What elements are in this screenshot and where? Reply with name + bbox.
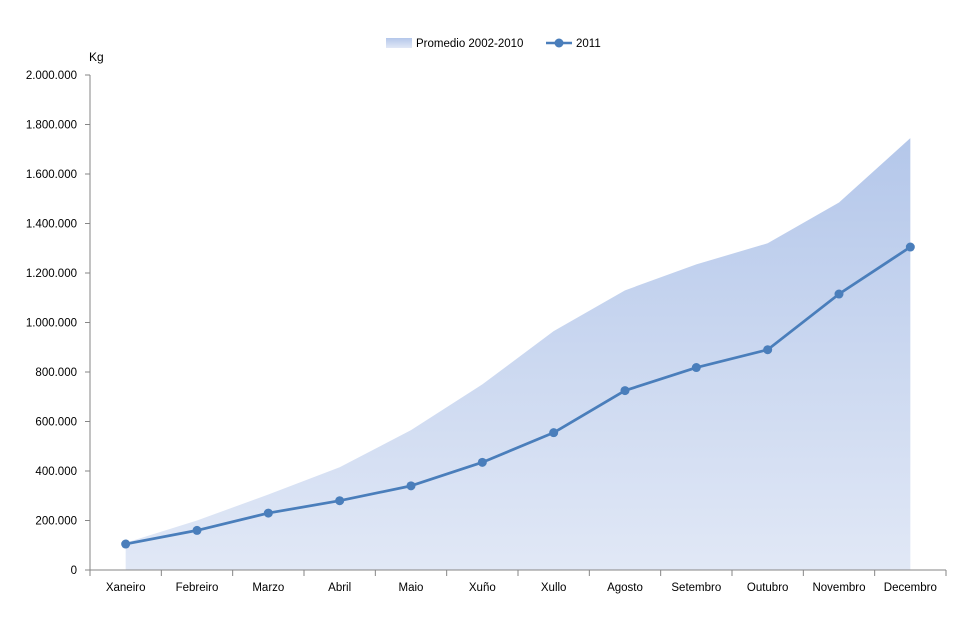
x-tick-label: Xuño — [469, 582, 496, 594]
data-point-2011 — [263, 508, 273, 518]
x-tick-label: Setembro — [671, 582, 721, 594]
data-point-2011 — [192, 525, 202, 535]
data-point-2011 — [406, 481, 416, 491]
data-point-2011 — [549, 428, 559, 438]
data-point-2011 — [121, 539, 131, 549]
area-series-promedio — [125, 138, 911, 571]
x-tick-label: Agosto — [607, 582, 643, 594]
y-tick-label: 1.600.000 — [26, 169, 77, 181]
x-tick-label: Febreiro — [176, 582, 219, 594]
axes: 0 200.000 400.000 600.000 800.000 1.000.000 1.… — [26, 70, 947, 594]
data-point-2011 — [691, 363, 701, 373]
line-series-2011 — [125, 245, 912, 546]
y-tick-label: 1.000.000 — [26, 318, 77, 330]
legend: Promedio 2002-2010 2011 — [386, 38, 601, 50]
y-tick-label: 800.000 — [35, 367, 77, 379]
x-tick-label: Novembro — [812, 582, 865, 594]
y-tick-label: 0 — [71, 565, 77, 577]
y-tick-label: 2.000.000 — [26, 70, 77, 82]
data-point-2011 — [763, 345, 773, 355]
y-tick-label: 1.800.000 — [26, 120, 77, 132]
data-point-2011 — [477, 457, 487, 467]
legend-label-line: 2011 — [576, 38, 601, 50]
y-axis-unit: Kg — [89, 50, 104, 64]
legend-swatch-marker — [554, 38, 564, 48]
x-tick-label: Xullo — [541, 582, 567, 594]
x-tick-label: Abril — [328, 582, 351, 594]
data-point-2011 — [834, 289, 844, 299]
x-tick-label: Outubro — [747, 582, 789, 594]
y-tick-label: 600.000 — [35, 417, 77, 429]
y-tick-label: 400.000 — [35, 466, 77, 478]
y-tick-label: 200.000 — [35, 516, 77, 528]
y-tick-label: 1.200.000 — [26, 268, 77, 280]
data-point-2011 — [905, 242, 915, 252]
plot-area — [121, 138, 915, 571]
x-tick-label: Maio — [399, 582, 424, 594]
legend-swatch-area — [386, 38, 412, 48]
data-point-2011 — [335, 496, 345, 506]
x-tick-label: Marzo — [252, 582, 284, 594]
data-point-2011 — [620, 386, 630, 396]
x-tick-label: Decembro — [884, 582, 937, 594]
y-tick-label: 1.400.000 — [26, 219, 77, 231]
legend-label-area: Promedio 2002-2010 — [416, 38, 523, 50]
x-tick-label: Xaneiro — [106, 582, 146, 594]
